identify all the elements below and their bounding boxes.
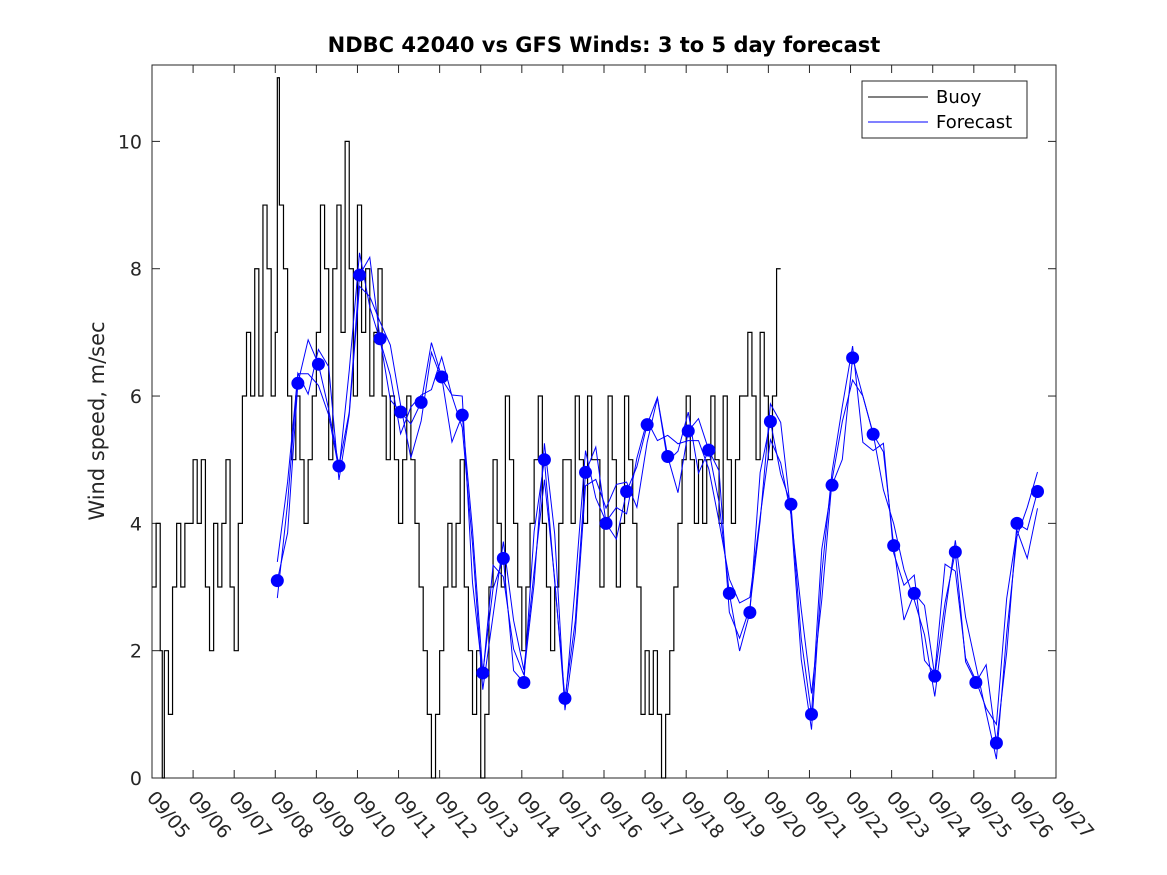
x-tick-label: 09/05 — [142, 787, 194, 843]
forecast-marker — [846, 351, 860, 365]
x-tick-label: 09/24 — [923, 787, 975, 843]
forecast-marker — [579, 465, 593, 479]
forecast-marker — [948, 545, 962, 559]
x-tick-label: 09/22 — [841, 787, 893, 843]
x-tick-label: 09/10 — [348, 787, 400, 843]
x-tick-label: 09/20 — [759, 787, 811, 843]
forecast-marker — [825, 478, 839, 492]
x-tick-label: 09/07 — [224, 787, 276, 843]
legend-buoy-label: Buoy — [936, 87, 982, 108]
forecast-marker — [435, 370, 449, 384]
chart-title: NDBC 42040 vs GFS Winds: 3 to 5 day fore… — [328, 33, 881, 57]
y-tick-label: 2 — [130, 641, 142, 663]
forecast-marker — [496, 551, 510, 565]
legend-forecast-label: Forecast — [936, 112, 1012, 133]
forecast-marker — [989, 736, 1003, 750]
forecast-marker — [558, 691, 572, 705]
x-tick-label: 09/27 — [1046, 787, 1098, 843]
forecast-marker — [887, 539, 901, 553]
forecast-marker — [743, 605, 757, 619]
forecast-marker — [805, 707, 819, 721]
plot-area — [151, 64, 1057, 779]
forecast-marker — [353, 268, 367, 282]
forecast-marker — [537, 453, 551, 467]
forecast-marker — [763, 415, 777, 428]
x-tick-label: 09/19 — [717, 787, 769, 843]
x-tick-label: 09/17 — [635, 787, 687, 843]
y-tick-label: 6 — [130, 386, 142, 408]
forecast-marker — [291, 376, 305, 390]
forecast-marker — [270, 574, 284, 588]
forecast-marker — [1031, 485, 1045, 499]
forecast-marker — [620, 485, 634, 499]
forecast-marker — [373, 332, 387, 346]
x-tick-label: 09/14 — [512, 787, 564, 843]
forecast-marker — [455, 408, 469, 422]
forecast-marker — [681, 424, 695, 438]
forecast-marker — [907, 586, 921, 600]
forecast-marker — [928, 669, 942, 683]
x-tick-label: 09/13 — [471, 787, 523, 843]
legend: Buoy Forecast — [861, 80, 1028, 139]
forecast-marker — [661, 450, 675, 464]
forecast-marker — [1010, 516, 1024, 530]
y-tick-label: 4 — [130, 513, 142, 535]
x-tick-label: 09/25 — [964, 787, 1016, 843]
forecast-marker — [702, 443, 716, 457]
x-tick-label: 09/09 — [307, 787, 359, 843]
y-axis-label: Wind speed, m/sec — [85, 321, 109, 520]
forecast-marker — [866, 427, 880, 441]
forecast-series-line-3 — [276, 285, 1038, 730]
forecast-marker — [394, 405, 408, 419]
y-tick-label: 8 — [130, 259, 142, 281]
forecast-marker — [640, 418, 654, 432]
forecast-marker — [784, 497, 798, 511]
x-tick-label: 09/11 — [389, 787, 441, 843]
x-tick-label: 09/26 — [1005, 787, 1057, 843]
series-layer — [152, 77, 1045, 779]
x-tick-label: 09/15 — [553, 787, 605, 843]
forecast-marker — [311, 357, 325, 371]
x-tick-label: 09/06 — [183, 787, 235, 843]
buoy-series-line — [152, 77, 781, 779]
x-tick-label: 09/08 — [265, 787, 317, 843]
forecast-marker — [476, 666, 490, 680]
x-tick-label: 09/12 — [430, 787, 482, 843]
y-tick-label: 0 — [130, 768, 142, 790]
x-tick-label: 09/16 — [594, 787, 646, 843]
forecast-marker — [332, 459, 346, 473]
x-tick-label: 09/21 — [800, 787, 852, 843]
forecast-marker — [969, 676, 983, 690]
forecast-marker — [722, 586, 736, 600]
x-tick-label: 09/18 — [676, 787, 728, 843]
x-tick-label: 09/23 — [882, 787, 934, 843]
forecast-marker — [517, 676, 531, 690]
forecast-marker — [599, 516, 613, 530]
legend-box — [861, 80, 1028, 139]
y-tick-label: 10 — [118, 131, 142, 153]
forecast-marker — [414, 395, 428, 409]
